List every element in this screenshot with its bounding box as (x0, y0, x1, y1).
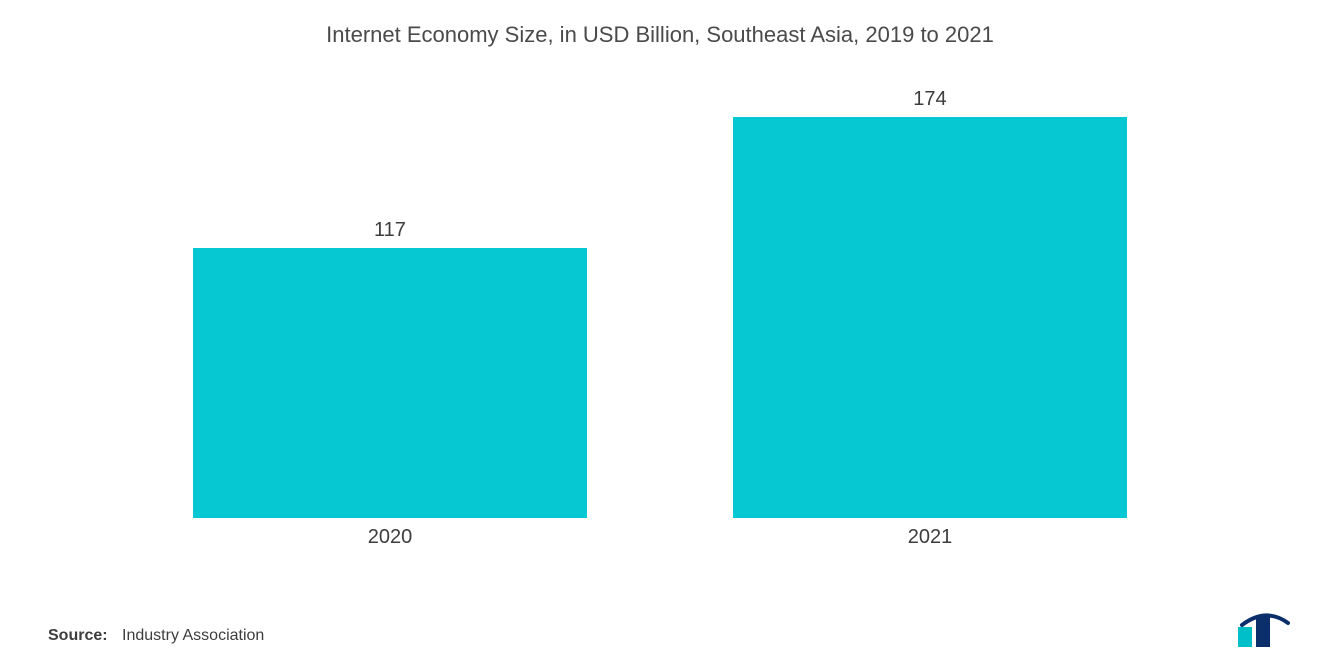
bar-value-label: 117 (193, 219, 587, 242)
category-label: 2020 (193, 526, 587, 549)
brand-logo (1236, 613, 1290, 647)
bar (733, 117, 1127, 518)
logo-icon (1236, 613, 1290, 647)
chart-plot-area: 117 174 (120, 80, 1200, 518)
category-label: 2021 (733, 526, 1127, 549)
bar (193, 248, 587, 518)
source-text: Industry Association (122, 627, 264, 644)
chart-title: Internet Economy Size, in USD Billion, S… (0, 22, 1320, 48)
bar-value-label: 174 (733, 88, 1127, 111)
source-label: Source: (48, 627, 108, 644)
source-line: Source: Industry Association (48, 627, 264, 645)
